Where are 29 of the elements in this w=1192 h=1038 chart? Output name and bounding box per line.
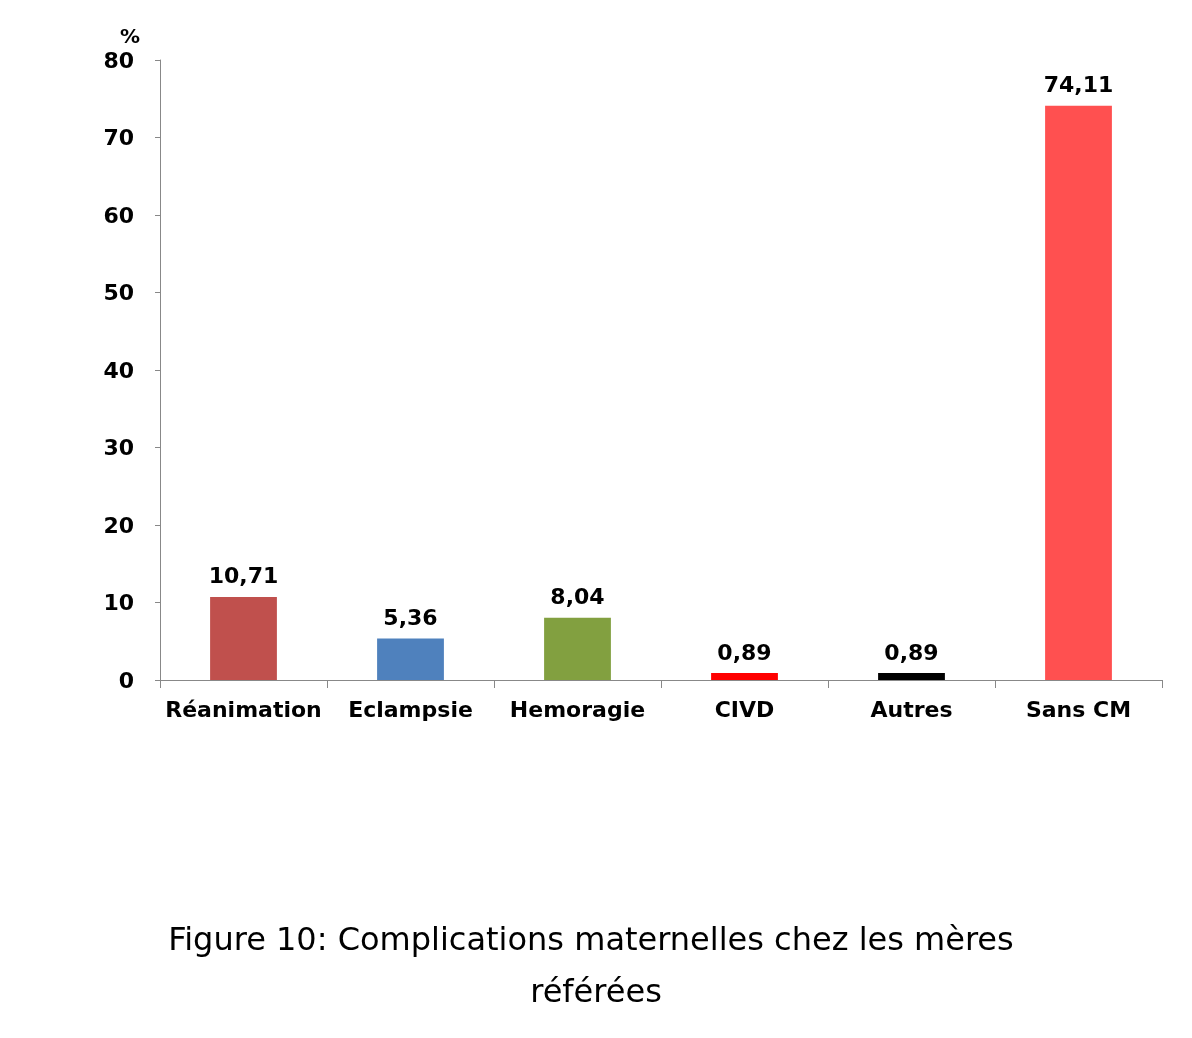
text: Figure 10: Complications maternelles chez les mères référées: [168, 920, 1024, 1010]
bar: [711, 673, 778, 680]
bar: [878, 673, 945, 680]
y-tick-label: 20: [103, 512, 134, 538]
data-label: 10,71: [208, 563, 279, 589]
y-tick-label: 50: [103, 280, 134, 305]
x-tick-label: Autres: [870, 696, 953, 722]
data-label: 0,89: [884, 639, 939, 665]
data-label: 5,36: [383, 604, 438, 630]
y-tick-label: 60: [103, 202, 134, 228]
x-tick-label: Sans CM: [1025, 696, 1132, 722]
y-tick-label: 0: [118, 667, 134, 693]
data-label: 74,11: [1043, 72, 1114, 98]
x-tick-label: CIVD: [714, 696, 775, 722]
data-label: 0,89: [717, 639, 772, 665]
y-tick-label: 70: [103, 125, 134, 150]
bar: [377, 638, 444, 680]
x-tick-label: Réanimation: [165, 696, 322, 722]
bar: [544, 617, 611, 680]
x-tick-label: Eclampsie: [348, 696, 473, 722]
x-tick-label: Hemoragie: [509, 696, 646, 722]
y-tick-label: 10: [103, 590, 134, 615]
y-axis-title: %: [119, 24, 140, 48]
y-tick-label: 40: [103, 357, 134, 383]
bar: [1045, 105, 1112, 680]
data-label: 8,04: [550, 584, 605, 610]
y-tick-label: 30: [103, 435, 134, 460]
y-tick-label: 80: [103, 47, 134, 73]
bar: [210, 597, 277, 680]
